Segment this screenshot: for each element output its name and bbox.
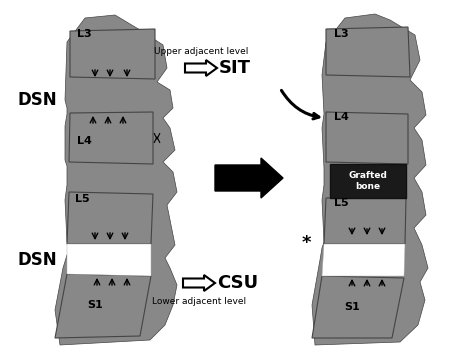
Polygon shape bbox=[326, 27, 410, 77]
FancyArrow shape bbox=[183, 275, 215, 291]
Polygon shape bbox=[70, 29, 155, 79]
Text: DSN: DSN bbox=[18, 91, 58, 109]
FancyArrow shape bbox=[185, 60, 217, 76]
Text: L5: L5 bbox=[75, 194, 90, 204]
Text: *: * bbox=[302, 234, 311, 252]
Text: L3: L3 bbox=[77, 29, 91, 39]
Text: S1: S1 bbox=[344, 302, 360, 312]
Text: S1: S1 bbox=[87, 300, 103, 310]
Text: L5: L5 bbox=[334, 198, 348, 208]
Text: DSN: DSN bbox=[18, 251, 58, 269]
Polygon shape bbox=[326, 112, 408, 164]
Text: L4: L4 bbox=[77, 136, 92, 146]
Polygon shape bbox=[312, 14, 428, 345]
Text: CSU: CSU bbox=[217, 274, 258, 292]
Polygon shape bbox=[330, 164, 406, 198]
Text: L3: L3 bbox=[334, 29, 348, 39]
Polygon shape bbox=[67, 244, 151, 276]
Polygon shape bbox=[55, 15, 177, 345]
Polygon shape bbox=[69, 112, 153, 164]
Polygon shape bbox=[322, 244, 405, 276]
Text: Lower adjacent level: Lower adjacent level bbox=[152, 297, 246, 306]
Polygon shape bbox=[55, 274, 151, 338]
Text: L4: L4 bbox=[334, 112, 349, 122]
Polygon shape bbox=[312, 276, 404, 338]
Polygon shape bbox=[67, 192, 153, 244]
Polygon shape bbox=[324, 198, 406, 244]
Text: Grafted
bone: Grafted bone bbox=[348, 171, 387, 191]
FancyArrow shape bbox=[215, 158, 283, 198]
Text: SIT: SIT bbox=[219, 59, 251, 77]
Text: Upper adjacent level: Upper adjacent level bbox=[154, 47, 248, 56]
